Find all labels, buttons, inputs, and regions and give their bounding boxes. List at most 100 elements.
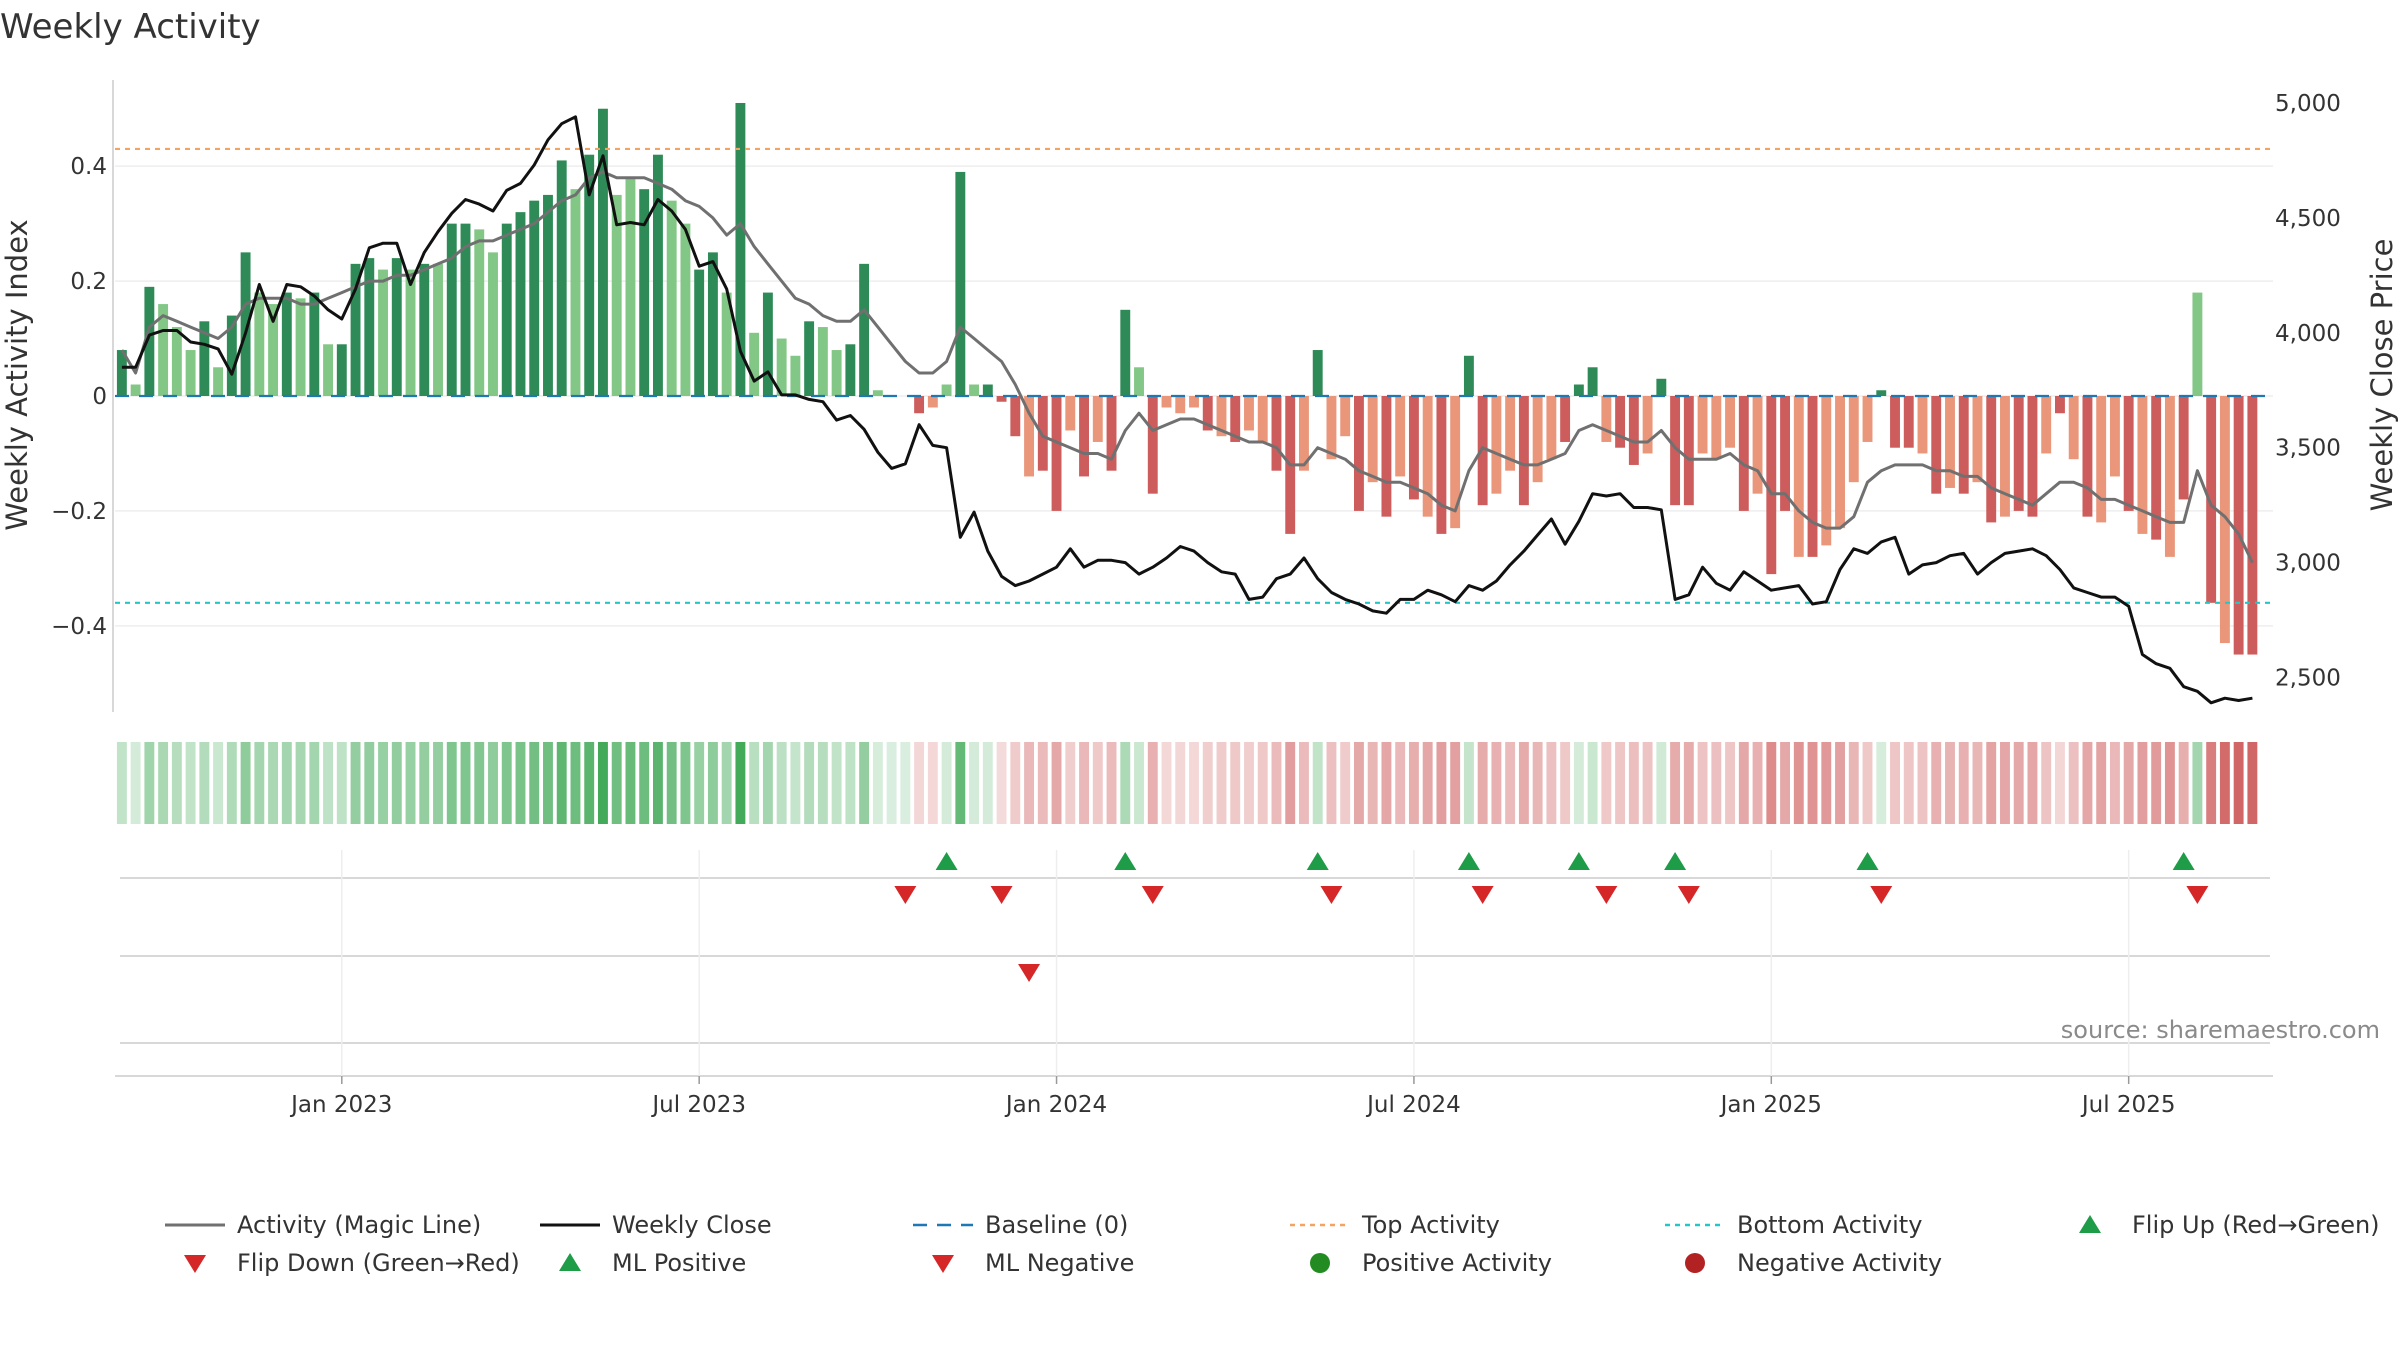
activity-bar: [2000, 396, 2010, 517]
heat-cell: [1972, 742, 1983, 824]
heat-cell: [1120, 742, 1131, 824]
activity-bar: [859, 263, 870, 396]
activity-bar: [1931, 396, 1942, 494]
heat-cell: [2206, 742, 2217, 824]
activity-bar: [790, 355, 801, 396]
activity-bar: [776, 338, 787, 396]
flip-down-marker: [1595, 886, 1618, 904]
heat-cell: [1422, 742, 1433, 824]
heat-cell: [1780, 742, 1790, 824]
activity-bar: [598, 108, 608, 397]
heat-cell: [1491, 742, 1502, 824]
flip-up-marker: [1306, 852, 1329, 870]
heat-cell: [185, 742, 196, 824]
heat-cell: [1230, 742, 1241, 824]
activity-bar: [1862, 396, 1873, 442]
activity-bar: [1532, 396, 1543, 483]
legend-label: Flip Down (Green→Red): [237, 1249, 520, 1277]
flip-up-marker: [1856, 852, 1879, 870]
activity-bar: [914, 396, 925, 414]
heat-cell: [281, 742, 292, 824]
activity-bar: [1725, 396, 1736, 448]
activity-bar: [1079, 396, 1089, 477]
activity-bar: [1656, 378, 1667, 396]
heat-cell: [1463, 742, 1474, 824]
heat-cell: [226, 742, 237, 824]
activity-bar: [1326, 396, 1337, 460]
activity-bar: [1835, 396, 1845, 529]
heat-cell: [1477, 742, 1488, 824]
activity-bar: [323, 344, 333, 396]
heat-cell: [1628, 742, 1639, 824]
activity-bar: [721, 292, 732, 396]
activity-bar: [996, 396, 1007, 402]
heat-cell: [1725, 742, 1736, 824]
activity-bar: [268, 304, 279, 396]
activity-bar: [226, 315, 237, 396]
activity-bar: [1230, 396, 1241, 442]
heat-cell: [240, 742, 251, 824]
activity-bar: [570, 189, 581, 396]
activity-bar: [831, 350, 842, 396]
heat-cell: [1106, 742, 1117, 824]
legend-item: Weekly Close: [540, 1211, 772, 1239]
heat-cell: [666, 742, 677, 824]
heat-cell: [859, 742, 870, 824]
activity-bar: [845, 344, 856, 396]
activity-bar: [2206, 396, 2217, 603]
heat-cell: [2027, 742, 2038, 824]
heat-cell: [735, 742, 746, 824]
activity-bar: [295, 298, 306, 396]
heat-cell: [1408, 742, 1419, 824]
y-right-tick-label: 5,000: [2275, 91, 2341, 117]
heat-cell: [1738, 742, 1749, 824]
activity-bar: [1051, 396, 1062, 511]
heat-cell: [336, 742, 347, 824]
activity-bar: [446, 223, 457, 396]
heat-cell: [1518, 742, 1529, 824]
activity-bar: [1903, 396, 1914, 448]
activity-bar: [1642, 396, 1653, 454]
heat-cell: [1037, 742, 1048, 824]
activity-bar: [543, 194, 553, 396]
heat-cell: [721, 742, 732, 824]
activity-bar: [2151, 396, 2162, 540]
activity-bar: [185, 350, 196, 396]
x-tick-label: Jul 2024: [1365, 1092, 1461, 1118]
y-axis-left-label: Weekly Activity Index: [0, 219, 34, 530]
heat-cell: [1189, 742, 1199, 824]
heat-cell: [2068, 742, 2079, 824]
activity-bar: [804, 321, 815, 396]
activity-bar: [1752, 396, 1763, 494]
flip-up-marker: [935, 852, 958, 870]
heat-cell: [364, 742, 375, 824]
heat-cell: [1450, 742, 1461, 824]
heat-cell: [1793, 742, 1804, 824]
heat-cell: [1175, 742, 1186, 824]
heat-cell: [1065, 742, 1076, 824]
legend-item: ML Negative: [932, 1249, 1134, 1277]
heat-cell: [969, 742, 980, 824]
heat-cell: [2041, 742, 2052, 824]
heat-cell: [1257, 742, 1268, 824]
activity-bar: [1353, 396, 1364, 511]
activity-bar: [1890, 396, 1900, 448]
heat-cell: [1890, 742, 1900, 824]
legend-item: Flip Down (Green→Red): [184, 1249, 520, 1277]
flip-up-marker: [1457, 852, 1480, 870]
flip-down-marker: [990, 886, 1013, 904]
heat-cell: [309, 742, 320, 824]
heat-cell: [584, 742, 595, 824]
activity-bar: [1615, 396, 1626, 448]
flip-up-marker: [1567, 852, 1590, 870]
legend-label: Negative Activity: [1737, 1249, 1942, 1277]
activity-bar: [1986, 396, 1997, 523]
heat-cell: [1312, 742, 1323, 824]
heat-cell: [776, 742, 787, 824]
heat-cell: [1670, 742, 1681, 824]
y-left-tick-label: −0.2: [51, 499, 107, 525]
flip-down-marker: [1870, 886, 1893, 904]
heat-cell: [1683, 742, 1694, 824]
activity-heat-strip: [116, 742, 2258, 824]
activity-bar: [1367, 396, 1378, 483]
